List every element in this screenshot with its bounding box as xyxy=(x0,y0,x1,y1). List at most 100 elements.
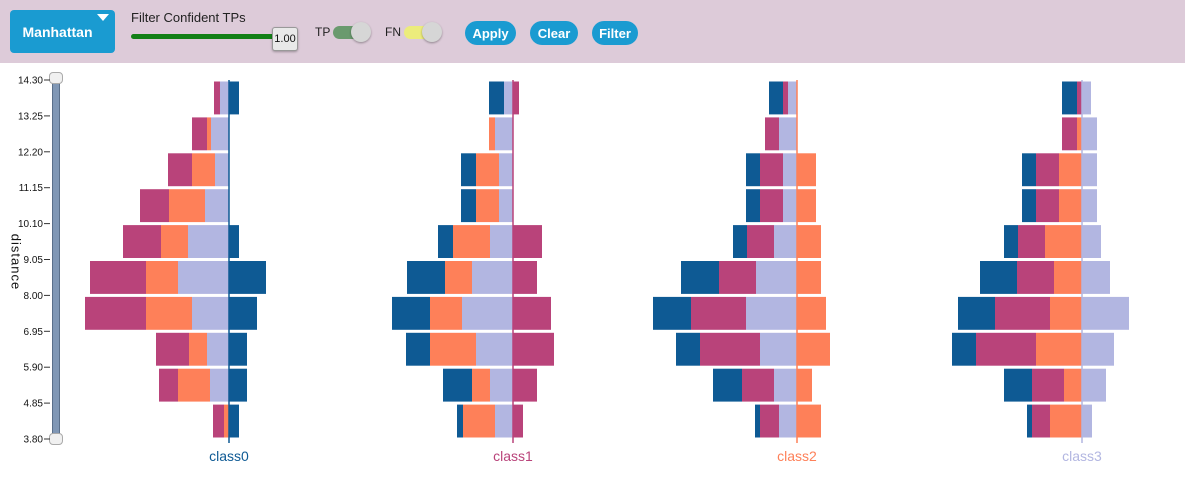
metric-label: Manhattan xyxy=(22,23,93,40)
filter-confident-label: Filter Confident TPs xyxy=(131,10,246,25)
bar-class2-left-class3 xyxy=(746,296,797,330)
bar-class3-left-class1 xyxy=(995,296,1050,330)
histogram-chart: 14.30 13.25 12.20 11.15 10.10 9.05 8.00 6.95 5.9… xyxy=(18,76,1129,464)
bar-class3-left-class2 xyxy=(1059,189,1082,223)
bar-class3-left-class0 xyxy=(1022,189,1036,223)
bar-class0-left-class1 xyxy=(123,225,161,258)
tp-toggle-label: TP xyxy=(315,25,331,39)
y-tick-label: 8.00 xyxy=(24,291,44,302)
bar-class0-left-class3 xyxy=(215,153,229,187)
y-tick-label: 13.25 xyxy=(18,111,43,122)
bar-class2-left-class3 xyxy=(783,153,797,187)
bar-class1-left-class0 xyxy=(443,368,472,402)
bar-class2-left-class3 xyxy=(779,117,797,151)
bar-class0-right xyxy=(229,332,247,366)
bar-class0-left-class1 xyxy=(168,153,192,187)
bar-class0-left-class3 xyxy=(211,117,229,151)
distance-range-bar[interactable] xyxy=(52,78,60,439)
bar-class2-left-class1 xyxy=(747,225,774,258)
bar-class2-left-class0 xyxy=(746,153,760,187)
confidence-slider-handle[interactable]: 1.00 xyxy=(272,27,298,51)
fn-toggle[interactable] xyxy=(404,22,442,42)
bar-class1-left-class3 xyxy=(504,81,513,115)
tp-toggle-knob xyxy=(351,22,371,42)
bar-class2-left-class3 xyxy=(760,332,797,366)
bar-class2-left-class0 xyxy=(713,368,742,402)
confidence-slider-track[interactable] xyxy=(131,34,278,39)
bar-class0-left-class1 xyxy=(156,332,189,366)
bar-class2-right xyxy=(797,296,826,330)
bar-class0-left-class2 xyxy=(169,189,205,223)
bar-class1-left-class0 xyxy=(461,189,476,223)
bar-class3-right xyxy=(1082,189,1097,223)
bar-class3-left-class0 xyxy=(952,332,976,366)
bar-class2-left-class1 xyxy=(760,404,779,438)
bar-class3-left-class0 xyxy=(958,296,995,330)
bar-class0-left-class1 xyxy=(159,368,178,402)
bar-class3-left-class1 xyxy=(1077,81,1082,115)
bar-class1-left-class0 xyxy=(407,261,445,294)
bar-class2-left-class0 xyxy=(681,261,719,294)
bar-class3-right xyxy=(1082,261,1110,294)
bar-class1-left-class3 xyxy=(476,332,513,366)
bar-class2-left-class3 xyxy=(788,81,797,115)
bar-class0-left-class2 xyxy=(224,404,229,438)
bar-class1-left-class0 xyxy=(457,404,463,438)
bar-class3-right xyxy=(1082,404,1092,438)
bar-class1-left-class2 xyxy=(453,225,490,258)
bar-class1-left-class3 xyxy=(472,261,513,294)
bar-class3-left-class0 xyxy=(1022,153,1036,187)
bar-class0-left-class2 xyxy=(178,368,210,402)
chevron-down-icon xyxy=(97,14,109,21)
bar-class2-left-class3 xyxy=(774,368,797,402)
bar-class3-left-class1 xyxy=(1032,368,1064,402)
bar-class3-left-class1 xyxy=(1062,117,1077,151)
bar-class2-left-class1 xyxy=(719,261,756,294)
bar-class3-left-class0 xyxy=(1062,81,1077,115)
bar-class2-left-class1 xyxy=(700,332,760,366)
bar-class2-left-class3 xyxy=(783,189,797,223)
y-tick-label: 5.90 xyxy=(24,363,44,374)
bar-class1-left-class2 xyxy=(476,189,499,223)
bar-class3-right xyxy=(1082,153,1097,187)
bar-class3-left-class0 xyxy=(980,261,1017,294)
panel-label-class3: class3 xyxy=(1062,448,1102,464)
bar-class0-left-class2 xyxy=(146,261,178,294)
filter-button[interactable]: Filter xyxy=(592,21,638,45)
bar-class0-left-class2 xyxy=(192,153,215,187)
bar-class2-left-class1 xyxy=(691,296,746,330)
y-tick-label: 3.80 xyxy=(24,435,44,446)
bar-class0-left-class1 xyxy=(214,81,220,115)
bar-class0-left-class3 xyxy=(188,225,229,258)
bar-class2-left-class0 xyxy=(653,296,691,330)
bar-class0-right xyxy=(229,225,239,258)
bar-class2-left-class3 xyxy=(756,261,797,294)
bar-class1-right xyxy=(513,261,537,294)
bar-class1-left-class2 xyxy=(476,153,499,187)
bar-class2-left-class1 xyxy=(765,117,779,151)
y-tick-label: 6.95 xyxy=(24,327,44,338)
bar-class1-left-class0 xyxy=(406,332,430,366)
bar-class0-right xyxy=(229,261,266,294)
bar-class3-left-class1 xyxy=(1036,189,1059,223)
y-tick-label: 4.85 xyxy=(24,399,44,410)
tp-toggle[interactable] xyxy=(333,22,371,42)
bar-class3-right xyxy=(1082,225,1101,258)
clear-button[interactable]: Clear xyxy=(530,21,578,45)
apply-button[interactable]: Apply xyxy=(465,21,516,45)
bar-class2-left-class0 xyxy=(755,404,760,438)
bar-class2-left-class1 xyxy=(760,189,783,223)
bar-class3-left-class1 xyxy=(976,332,1036,366)
bar-class1-right xyxy=(513,404,523,438)
bar-class2-right xyxy=(797,332,830,366)
bar-class1-left-class0 xyxy=(461,153,476,187)
bar-class2-left-class1 xyxy=(783,81,788,115)
bar-class3-left-class1 xyxy=(1018,225,1045,258)
bar-class3-right xyxy=(1082,117,1097,151)
bar-class1-left-class0 xyxy=(438,225,453,258)
range-handle-top[interactable] xyxy=(49,72,63,84)
distance-metric-dropdown[interactable]: Manhattan xyxy=(10,10,115,53)
bar-class2-right xyxy=(797,261,821,294)
bar-class0-left-class1 xyxy=(213,404,224,438)
bar-class1-left-class3 xyxy=(499,153,513,187)
